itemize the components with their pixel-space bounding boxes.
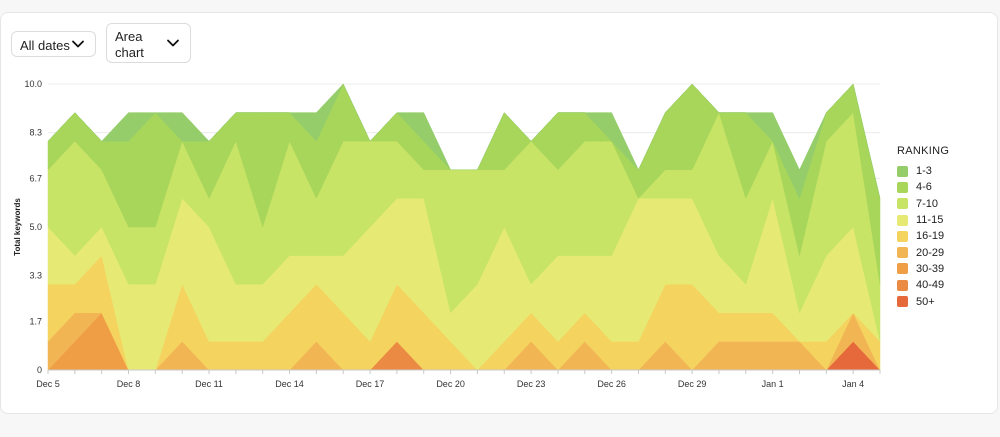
date-range-value: All dates: [20, 38, 70, 53]
chart-type-select[interactable]: Area chart: [106, 23, 191, 63]
legend-swatch: [897, 263, 908, 275]
legend-label: 40-49: [916, 279, 945, 292]
chevron-down-icon: [72, 40, 84, 48]
legend-items: 1-3 4-6 7-10 11-15 16-19 20-29 30-39 40-49 50+: [897, 163, 949, 310]
y-tick-label: 5.0: [29, 222, 42, 232]
x-tick-label: Dec 23: [517, 379, 546, 389]
area-series-group: [47, 83, 881, 371]
x-tick-label: Dec 26: [597, 379, 626, 389]
ranking-legend: RANKING 1-3 4-6 7-10 11-15 16-19 20-29 30-39 40…: [897, 145, 949, 310]
date-range-select[interactable]: All dates: [11, 31, 96, 57]
legend-item: 7-10: [897, 196, 949, 212]
legend-label: 30-39: [916, 262, 945, 275]
x-tick-label: Dec 20: [436, 379, 465, 389]
legend-label: 7-10: [916, 197, 939, 210]
x-tick-label: Dec 29: [678, 379, 707, 389]
legend-label: 16-19: [916, 230, 945, 243]
legend-item: 50+: [897, 293, 949, 309]
legend-item: 4-6: [897, 179, 949, 195]
legend-swatch: [897, 198, 908, 210]
legend-swatch: [897, 165, 908, 177]
legend-label: 50+: [916, 295, 935, 308]
legend-label: 20-29: [916, 246, 945, 259]
legend-item: 20-29: [897, 244, 949, 260]
legend-swatch: [897, 296, 908, 308]
chevron-down-icon: [167, 39, 179, 47]
x-tick-label: Dec 8: [117, 379, 141, 389]
y-tick-label: 0: [37, 365, 42, 375]
legend-swatch: [897, 279, 908, 291]
legend-label: 1-3: [916, 165, 932, 178]
legend-swatch: [897, 181, 908, 193]
legend-swatch: [897, 214, 908, 226]
area-series-1-3: [47, 83, 881, 200]
x-tick-label: Jan 1: [762, 379, 784, 389]
y-tick-label: 10.0: [24, 79, 42, 89]
chart-type-value: Area chart: [115, 29, 144, 60]
axes: 0 1.7 3.3 5.0 6.7 8.3 10.0 Dec 5 Dec 8 Dec 11 Dec …: [13, 79, 881, 389]
x-tick-label: Jan 4: [842, 379, 864, 389]
y-axis-title: Total keywords: [13, 198, 22, 256]
y-tick-label: 3.3: [29, 271, 42, 281]
x-tick-label: Dec 5: [36, 379, 60, 389]
y-tick-label: 1.7: [29, 316, 42, 326]
legend-item: 30-39: [897, 261, 949, 277]
y-tick-label: 8.3: [29, 128, 42, 138]
x-tick-label: Dec 11: [195, 379, 223, 389]
legend-item: 1-3: [897, 163, 949, 179]
legend-item: 40-49: [897, 277, 949, 293]
legend-label: 11-15: [916, 214, 944, 227]
legend-swatch: [897, 247, 908, 259]
legend-item: 16-19: [897, 228, 949, 244]
x-tick-label: Dec 17: [356, 379, 385, 389]
legend-item: 11-15: [897, 212, 949, 228]
legend-label: 4-6: [916, 181, 932, 194]
legend-title: RANKING: [897, 145, 950, 157]
legend-swatch: [897, 230, 908, 242]
y-tick-label: 6.7: [29, 173, 42, 183]
x-tick-label: Dec 14: [275, 379, 304, 389]
